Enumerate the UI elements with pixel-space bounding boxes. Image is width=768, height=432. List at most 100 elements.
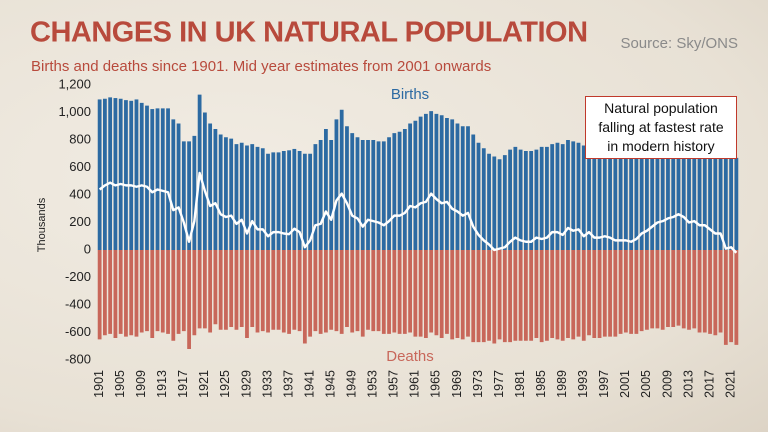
bar	[471, 250, 476, 343]
bar	[292, 250, 297, 330]
x-tick-label: 1977	[492, 370, 506, 398]
bar	[713, 250, 718, 336]
bar	[692, 142, 697, 250]
x-tick-label: 1901	[92, 370, 106, 398]
bar	[660, 250, 665, 330]
bar	[276, 250, 281, 330]
bar	[134, 99, 139, 250]
bar	[166, 250, 170, 334]
bar	[102, 250, 107, 336]
y-tick-label: -600	[65, 324, 91, 339]
bar	[313, 250, 318, 332]
bar	[439, 250, 444, 338]
x-tick-label: 1945	[323, 370, 337, 398]
bar	[266, 250, 270, 333]
bar	[324, 250, 328, 333]
bar	[723, 250, 728, 345]
bar	[408, 123, 413, 250]
annotation: Natural population falling at fastest ra…	[585, 96, 737, 159]
bar	[508, 250, 512, 343]
bar	[518, 250, 523, 341]
bar	[671, 250, 676, 327]
bar	[487, 250, 491, 341]
bar	[450, 119, 455, 250]
bar	[381, 250, 386, 334]
y-tick-label: -200	[65, 269, 91, 284]
bar	[576, 250, 581, 337]
bar	[602, 149, 607, 250]
bar	[571, 250, 576, 340]
bar	[681, 250, 686, 329]
bar	[229, 250, 234, 327]
bar	[166, 108, 170, 250]
bar	[545, 146, 549, 250]
bar	[266, 153, 270, 250]
bar	[476, 250, 481, 343]
bar	[687, 142, 691, 250]
bar	[497, 159, 502, 250]
bar	[113, 98, 118, 250]
bar	[560, 144, 565, 250]
bar	[160, 108, 165, 250]
bar	[350, 133, 355, 250]
bar	[250, 144, 255, 250]
bar	[413, 250, 418, 337]
bar	[613, 153, 618, 250]
bar	[308, 250, 313, 337]
bar	[718, 151, 723, 250]
line	[98, 171, 738, 254]
bar	[539, 250, 544, 343]
x-tick-label: 2017	[702, 370, 716, 398]
y-tick-label: 0	[84, 241, 91, 256]
bar	[355, 250, 360, 332]
bar	[102, 98, 107, 250]
x-tick-label: 1997	[597, 370, 611, 398]
bar	[97, 250, 102, 340]
bar	[423, 250, 428, 338]
bar	[97, 99, 102, 250]
bar	[250, 250, 255, 327]
y-tick-label: 1,200	[58, 76, 91, 91]
bar	[397, 131, 402, 250]
bar	[513, 250, 518, 341]
bar	[629, 250, 634, 334]
bar	[187, 141, 191, 250]
bar	[381, 141, 386, 250]
bar	[255, 250, 260, 333]
bar	[392, 133, 397, 250]
x-tick-label: 1929	[239, 370, 253, 398]
bar	[376, 141, 381, 250]
bar	[502, 250, 507, 343]
bar	[445, 250, 449, 334]
bar	[192, 250, 197, 336]
bar	[587, 146, 591, 250]
bar	[345, 126, 349, 250]
bar	[734, 250, 739, 345]
bar	[234, 144, 239, 250]
bar	[260, 250, 265, 332]
x-tick-label: 1925	[218, 370, 232, 398]
bar	[697, 250, 702, 333]
bar	[492, 250, 497, 344]
bar	[108, 250, 113, 334]
bar	[708, 250, 712, 334]
bar	[187, 250, 191, 349]
bar	[339, 109, 344, 250]
bar	[366, 250, 370, 330]
bar	[697, 142, 702, 250]
bar	[208, 123, 213, 250]
bar	[118, 98, 123, 250]
bar	[655, 144, 660, 250]
bar	[466, 126, 470, 250]
bar	[666, 141, 670, 250]
bar	[171, 119, 176, 250]
bar	[550, 144, 555, 250]
bar	[645, 250, 649, 330]
bar	[345, 250, 349, 327]
bar	[639, 250, 644, 332]
x-tick-label: 1969	[450, 370, 464, 398]
bar	[555, 250, 560, 340]
bar	[276, 152, 281, 250]
bar	[318, 250, 323, 334]
